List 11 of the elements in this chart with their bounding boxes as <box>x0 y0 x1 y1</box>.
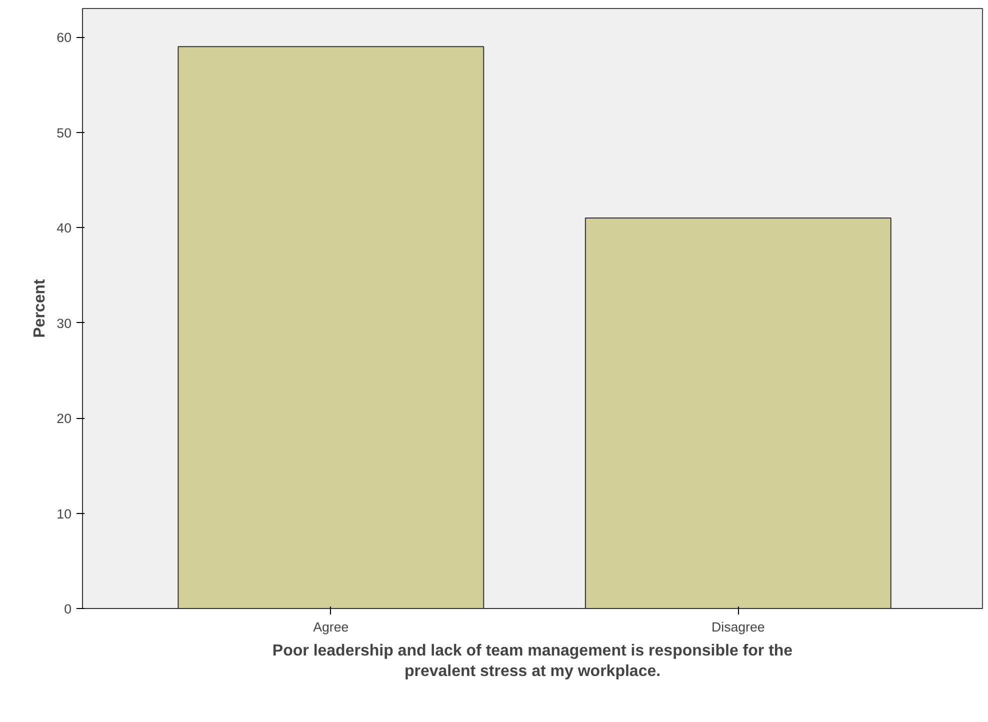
x-tick-label: Agree <box>313 620 349 634</box>
y-tick-label: 60 <box>56 30 72 46</box>
y-tick-label: 50 <box>56 125 72 140</box>
y-tick-label: 0 <box>64 602 72 616</box>
y-tick-label: 20 <box>56 411 72 426</box>
x-axis-title: Poor leadership and lack of team management is responsible for the prevalent stress at my workplace. <box>272 642 793 680</box>
y-tick-label: 40 <box>56 220 72 236</box>
y-tick-label: 30 <box>56 316 72 331</box>
y-axis-title: Percent <box>32 278 49 338</box>
y-tick-label: 10 <box>56 506 72 522</box>
x-tick-label: Disagree <box>711 620 765 634</box>
